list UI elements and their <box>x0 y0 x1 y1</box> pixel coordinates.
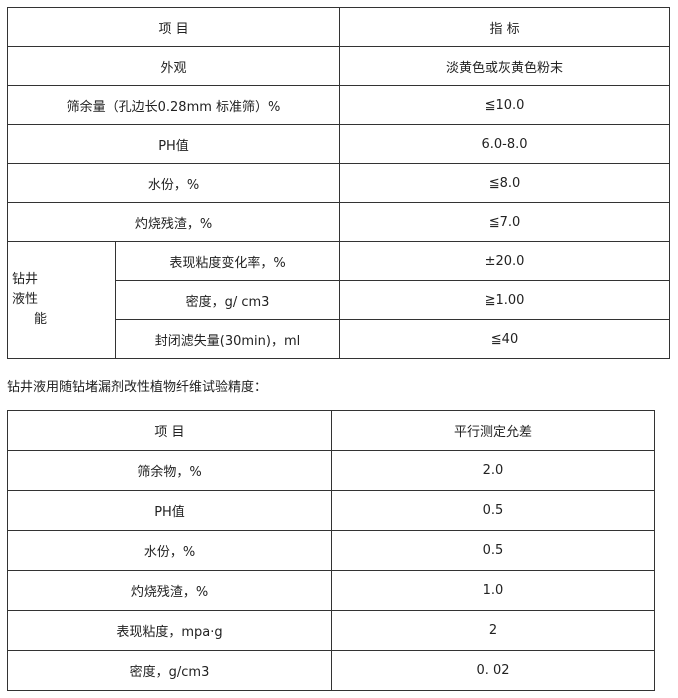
row-value: ±20.0 <box>339 241 670 281</box>
row-item: 筛余量（孔边长0.28mm 标准筛）% <box>6 85 341 125</box>
row-item: 筛余物，% <box>7 450 332 491</box>
table-row: PH值 0.5 <box>7 490 655 531</box>
row-value: 6.0-8.0 <box>339 124 670 164</box>
row-value: 淡黄色或灰黄色粉末 <box>339 46 670 86</box>
row-value: ≦40 <box>339 319 670 359</box>
row-item: 封闭滤失量(30min)，ml <box>114 319 341 359</box>
row-item: PH值 <box>6 124 341 164</box>
header-item: 项 目 <box>6 7 341 47</box>
table-row: 灼烧残渣，% 1.0 <box>7 570 655 611</box>
row-value: 0. 02 <box>331 650 655 691</box>
table-row: 筛余物，% 2.0 <box>7 450 655 491</box>
table-row: 钻井 液性 能 表现粘度变化率，% ±20.0 <box>7 241 670 359</box>
table-row: 灼烧残渣，% ≦7.0 <box>6 202 670 242</box>
table-row: 密度，g/ cm3 ≧1.00 <box>8 280 670 320</box>
row-item: 密度，g/cm3 <box>7 650 332 691</box>
header-value: 平行测定允差 <box>331 410 655 451</box>
row-value: ≧1.00 <box>339 280 670 320</box>
table-row: 封闭滤失量(30min)，ml ≦40 <box>8 319 670 359</box>
row-value: 2 <box>331 610 655 651</box>
row-value: 0.5 <box>331 530 655 571</box>
row-item: PH值 <box>7 490 332 531</box>
row-item: 表现粘度，mpa·g <box>7 610 332 651</box>
row-value: ≦8.0 <box>339 163 670 203</box>
row-value: 1.0 <box>331 570 655 611</box>
group-label-line: 液性 <box>12 292 39 307</box>
table-row: 表现粘度，mpa·g 2 <box>7 610 655 651</box>
row-value: ≦7.0 <box>339 202 670 242</box>
table-row: 水份，% ≦8.0 <box>6 163 670 203</box>
table-row: 密度，g/cm3 0. 02 <box>7 650 655 691</box>
header-value: 指 标 <box>339 7 670 47</box>
group-label-line: 能 <box>34 312 48 327</box>
header-item: 项 目 <box>7 410 332 451</box>
table-row: 水份，% 0.5 <box>7 530 655 571</box>
row-value: 2.0 <box>331 450 655 491</box>
table-header-row: 项 目 指 标 <box>6 7 670 47</box>
row-item: 灼烧残渣，% <box>6 202 341 242</box>
table-header-row: 项 目 平行测定允差 <box>7 410 655 451</box>
row-item: 水份，% <box>7 530 332 571</box>
row-item: 密度，g/ cm3 <box>114 280 341 320</box>
table-row: 筛余量（孔边长0.28mm 标准筛）% ≦10.0 <box>6 85 670 125</box>
precision-caption: 钻井液用随钻堵漏剂改性植物纤维试验精度： <box>7 380 268 395</box>
row-value: 0.5 <box>331 490 655 531</box>
group-label-drilling-fluid-performance: 钻井 液性 能 <box>7 241 116 359</box>
specification-table: 项 目 指 标 外观 淡黄色或灰黄色粉末 筛余量（孔边长0.28mm 标准筛）%… <box>6 7 670 359</box>
group-label-line: 钻井 <box>12 272 39 287</box>
row-value: ≦10.0 <box>339 85 670 125</box>
precision-table: 项 目 平行测定允差 筛余物，% 2.0 PH值 0.5 水份，% 0.5 灼烧… <box>7 410 655 691</box>
row-item: 表现粘度变化率，% <box>114 241 341 281</box>
table-row: PH值 6.0-8.0 <box>6 124 670 164</box>
table-row: 外观 淡黄色或灰黄色粉末 <box>6 46 670 86</box>
row-item: 灼烧残渣，% <box>7 570 332 611</box>
row-item: 外观 <box>6 46 341 86</box>
row-item: 水份，% <box>6 163 341 203</box>
